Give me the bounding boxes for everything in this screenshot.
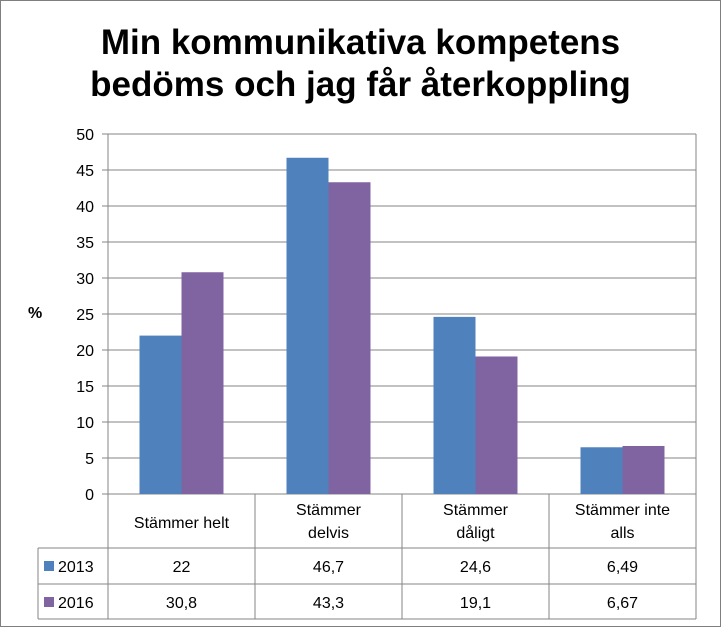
bar-2013-1 <box>286 157 329 494</box>
y-tick-label-50: 50 <box>76 127 94 144</box>
y-tick-label-45: 45 <box>76 163 94 180</box>
data-label-2016-2: 19,1 <box>460 595 491 612</box>
category-label-0-0: Stämmer helt <box>134 515 230 532</box>
chart-title-line-2: bedöms och jag får återkoppling <box>90 65 631 104</box>
bar-2016-0 <box>181 272 224 494</box>
y-tick-label-20: 20 <box>76 343 94 360</box>
y-tick-label-10: 10 <box>76 415 94 432</box>
category-label-2-1: dåligt <box>456 524 495 542</box>
y-tick-label-25: 25 <box>76 307 94 324</box>
bar-2016-3 <box>622 445 665 494</box>
category-label-2-0: Stämmer <box>443 502 509 519</box>
legend-label-2016: 2016 <box>58 595 94 612</box>
data-label-2013-3: 6,49 <box>607 559 638 576</box>
data-label-2013-2: 24,6 <box>460 559 491 576</box>
y-tick-label-15: 15 <box>76 379 94 396</box>
y-axis-label: % <box>28 305 43 322</box>
bar-2016-2 <box>475 356 518 494</box>
bar-2013-2 <box>433 316 476 494</box>
data-label-2013-1: 46,7 <box>313 559 344 576</box>
y-tick-label-0: 0 <box>85 487 94 504</box>
category-label-3-1: alls <box>610 525 634 542</box>
bar-2016-1 <box>328 182 371 495</box>
bar-2013-3 <box>580 447 623 494</box>
category-label-1-1: delvis <box>308 525 349 542</box>
data-label-2016-0: 30,8 <box>166 595 197 612</box>
data-label-2013-0: 22 <box>173 559 191 576</box>
category-label-3-0: Stämmer inte <box>575 502 670 519</box>
chart-title-line-1: Min kommunikativa kompetens <box>100 23 621 62</box>
category-label-1-0: Stämmer <box>296 502 362 519</box>
legend-label-2013: 2013 <box>58 559 94 576</box>
data-label-2016-3: 6,67 <box>607 595 638 612</box>
y-tick-label-40: 40 <box>76 199 94 216</box>
data-label-2016-1: 43,3 <box>313 595 344 612</box>
y-tick-label-5: 5 <box>85 451 94 468</box>
chart-title: Min kommunikativa kompetens bedöms och j… <box>0 22 721 106</box>
y-tick-label-35: 35 <box>76 235 94 252</box>
legend-key-2016 <box>44 597 54 607</box>
legend-key-2013 <box>44 561 54 571</box>
bar-2013-0 <box>139 335 182 494</box>
y-tick-label-30: 30 <box>76 271 94 288</box>
